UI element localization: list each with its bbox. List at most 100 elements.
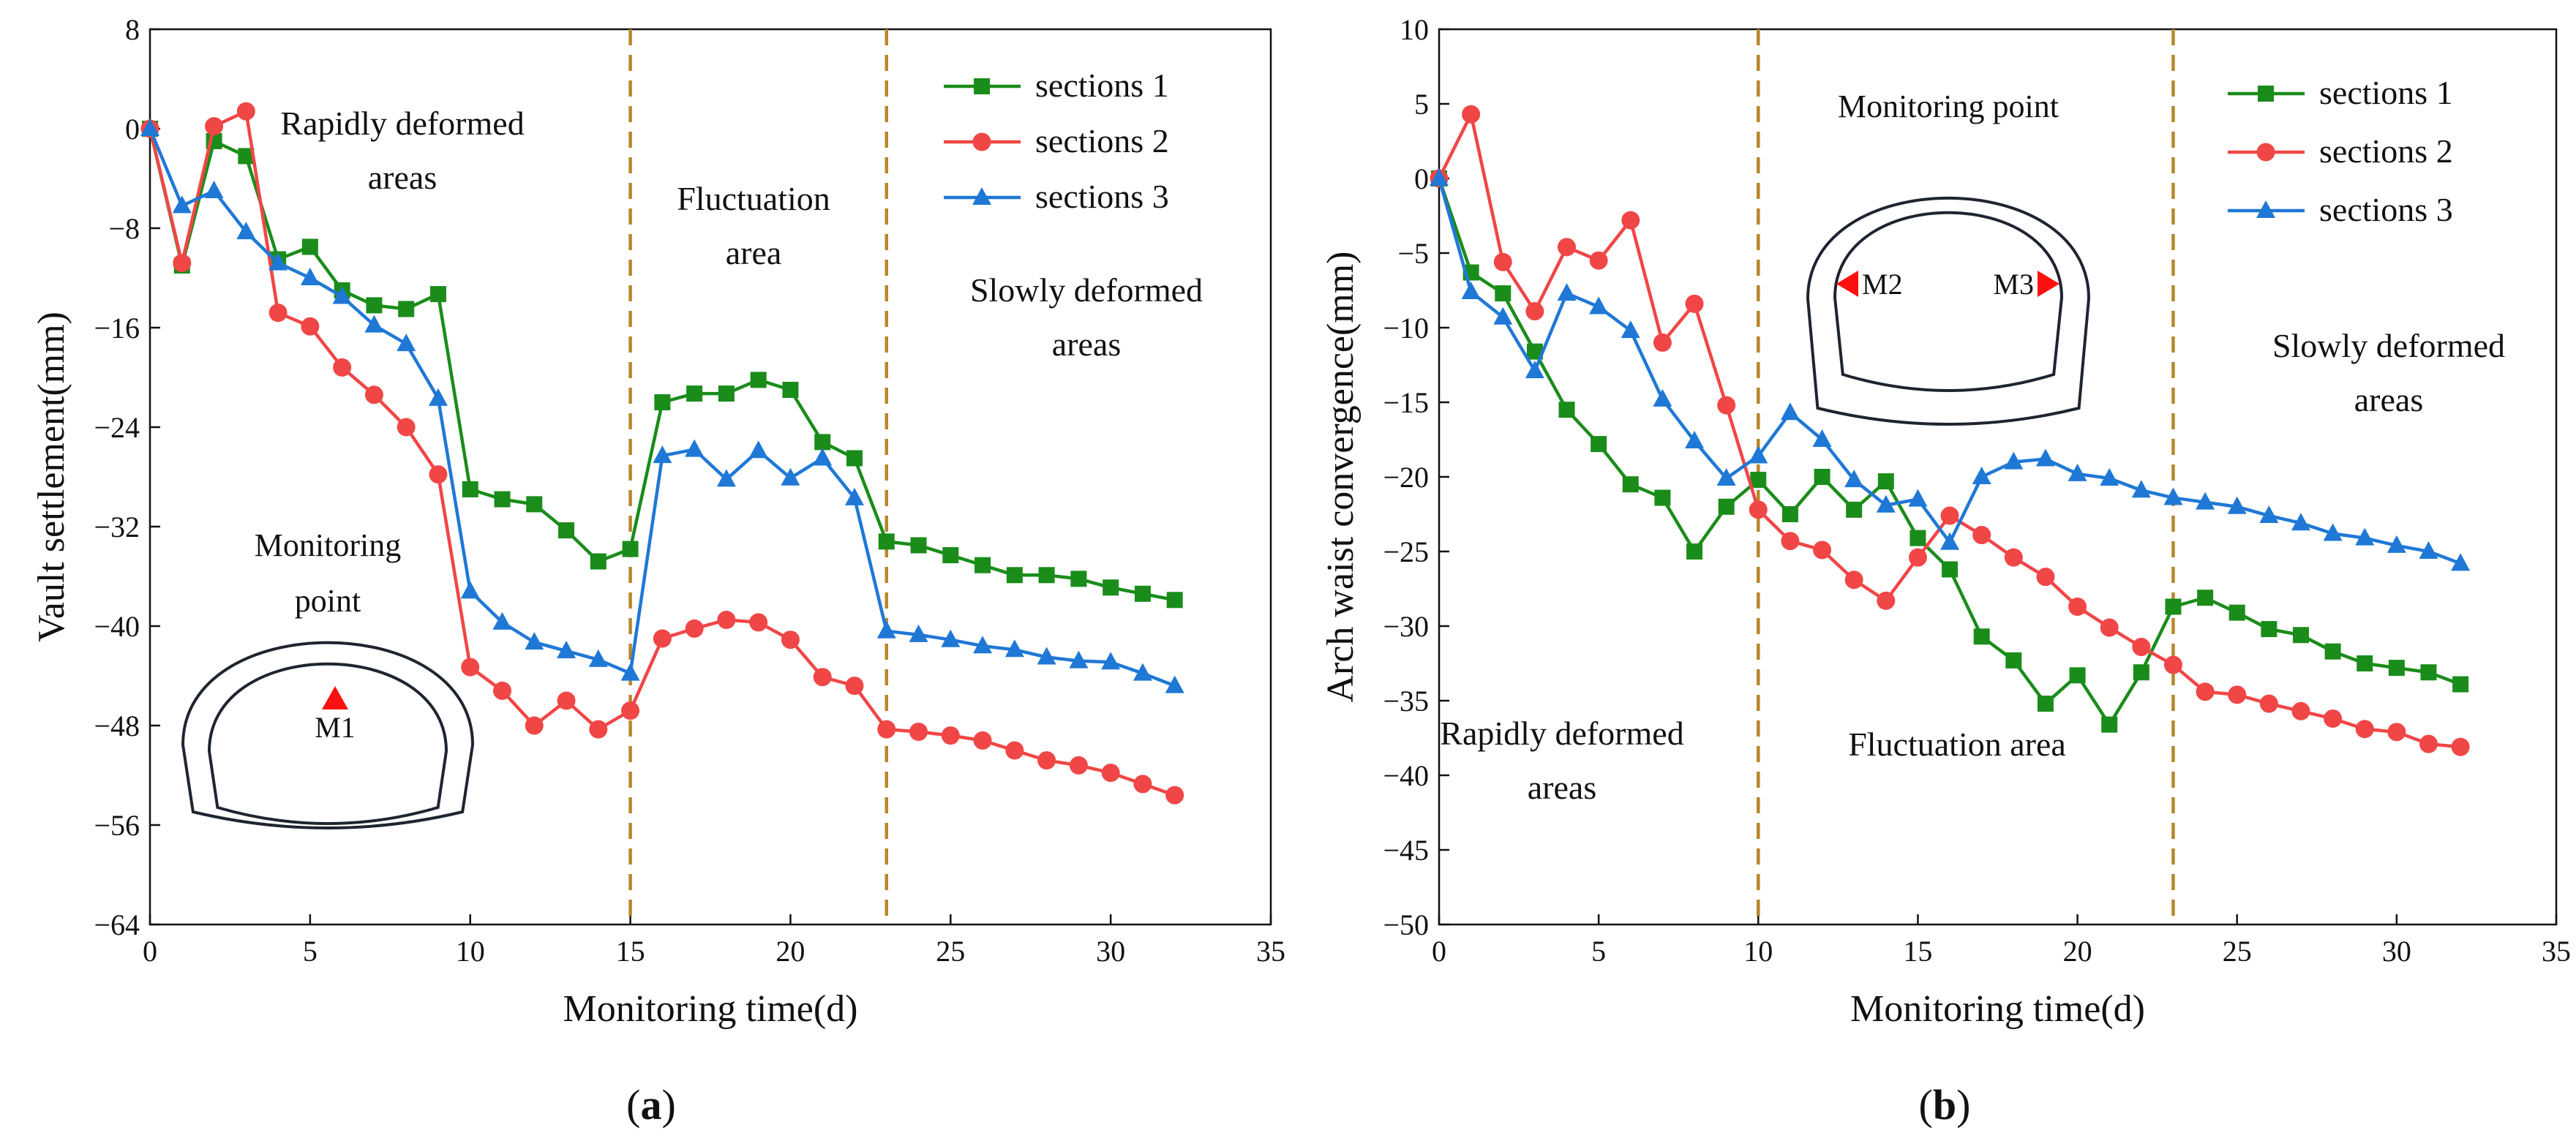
monitoring-point-inset: Monitoring point M1 — [181, 527, 475, 829]
zone-annotation: Fluctuation area — [1848, 726, 2066, 763]
series-1-point — [1495, 285, 1512, 302]
y-axis-label: Arch waist convergence(mm) — [1320, 251, 1362, 702]
y-tick-label: −48 — [94, 709, 140, 742]
monitoring-point-marker — [322, 686, 348, 709]
series-1-point — [1006, 567, 1023, 584]
panel-label: (a) — [626, 1081, 676, 1129]
series-1-point — [2037, 696, 2054, 712]
x-tick-label: 5 — [303, 935, 318, 968]
series-3-point — [1589, 296, 1609, 315]
series-3-point — [2068, 463, 2087, 481]
series-2-point — [1558, 238, 1577, 257]
series-3-point — [941, 629, 961, 647]
series-3-point — [364, 315, 384, 333]
x-tick-label: 0 — [143, 935, 157, 968]
y-tick-label: −5 — [1397, 237, 1429, 270]
series-3-point — [1005, 639, 1024, 658]
series-3-point — [876, 620, 896, 639]
zone-annotation: area — [726, 234, 782, 271]
series-1-point — [398, 301, 415, 317]
tunnel-outer-lining — [181, 641, 475, 829]
series-2-point — [653, 629, 672, 648]
series-1-point — [2165, 598, 2182, 615]
series-2-point — [1908, 548, 1927, 567]
series-2-point — [1877, 591, 1896, 610]
series-3-point — [2004, 451, 2024, 470]
series-1-point — [301, 238, 318, 255]
series-3-point — [1972, 467, 1991, 484]
y-tick-label: −30 — [1383, 610, 1429, 643]
series-2-point — [1685, 294, 1704, 313]
series-1-point — [750, 372, 767, 388]
series-3-point — [716, 469, 736, 487]
series-2-point — [2259, 694, 2278, 713]
series-3-point — [2227, 496, 2247, 514]
series-3-point — [748, 440, 768, 459]
series-2-point — [2324, 709, 2343, 728]
x-tick-label: 10 — [1743, 935, 1773, 968]
series-2-point — [1493, 252, 1512, 271]
y-tick-label: −64 — [94, 908, 140, 941]
x-tick-label: 30 — [2382, 935, 2411, 968]
series-2-point — [2228, 685, 2247, 704]
y-tick-label: −32 — [94, 511, 140, 543]
x-tick-label: 15 — [1903, 935, 1932, 968]
series-2-point — [2036, 568, 2055, 587]
series-3-point — [1069, 650, 1089, 669]
series-1-point — [1942, 561, 1959, 578]
series-2-point — [1940, 506, 1959, 525]
series-3-point — [1461, 282, 1481, 300]
inset-title: Monitoring point — [1838, 89, 2059, 124]
series-3-point — [1557, 283, 1577, 301]
series-1-point — [2228, 604, 2245, 621]
series-2-point — [557, 691, 576, 710]
series-2-point — [2132, 638, 2151, 657]
x-tick-label: 5 — [1591, 935, 1606, 968]
series-2-point — [2163, 655, 2182, 674]
series-3-point — [2035, 448, 2055, 467]
series-1-point — [2420, 664, 2437, 681]
series-2-point — [973, 731, 992, 750]
series-2-point — [781, 630, 800, 649]
series-3-point — [1940, 532, 1960, 550]
series-2-point — [429, 465, 448, 484]
x-tick-label: 30 — [1096, 935, 1125, 968]
series-1-point — [1558, 402, 1575, 418]
series-2-point — [749, 613, 768, 632]
series-3-point — [397, 334, 416, 352]
series-2-point — [1165, 786, 1184, 805]
series-2-point — [1037, 751, 1056, 770]
legend-marker — [2256, 200, 2275, 218]
y-tick-label: 8 — [125, 13, 140, 46]
series-1-point — [686, 385, 703, 402]
series-3-point — [2451, 553, 2471, 571]
series-2-point — [1589, 251, 1608, 270]
series-3-line — [1437, 178, 2461, 565]
series-3-point — [460, 581, 480, 599]
series-3-point — [204, 181, 224, 198]
series-2-point — [1749, 500, 1768, 519]
series-3-point — [1493, 306, 1513, 325]
series-3-point — [844, 487, 864, 505]
legend-marker — [2258, 86, 2274, 102]
y-tick-label: −45 — [1383, 834, 1429, 867]
monitoring-point-marker — [2038, 271, 2059, 297]
series-2-point — [1525, 302, 1544, 321]
y-tick-label: −56 — [94, 809, 140, 842]
x-tick-label: 35 — [1256, 935, 1285, 968]
series-2-point — [1005, 741, 1024, 760]
zone-annotation: areas — [1528, 769, 1596, 806]
series-1-point — [494, 491, 511, 508]
series-2-point — [877, 720, 896, 739]
series-2-point — [2387, 723, 2406, 742]
zone-annotation: areas — [368, 159, 437, 196]
zone-annotation: Rapidly deformed — [280, 105, 524, 142]
inset-title: point — [295, 583, 361, 619]
series-1-point — [1038, 567, 1055, 584]
series-3-point — [2291, 513, 2310, 531]
series-2-point — [492, 681, 511, 700]
monitoring-point-label: M1 — [315, 711, 356, 744]
series-1-point — [2261, 621, 2278, 638]
series-3-point — [492, 611, 512, 630]
